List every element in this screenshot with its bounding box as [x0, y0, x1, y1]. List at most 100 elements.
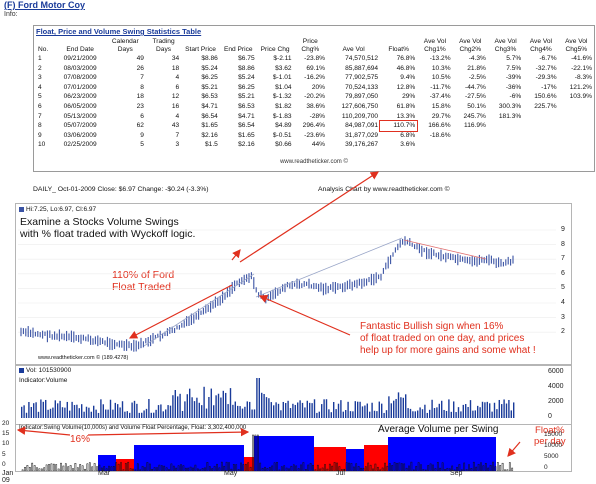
col-header-ave-vol-chg5: Ave Vol Chg5% [565, 38, 588, 53]
price-watermark: www.readtheticker.com © (189.4278) [38, 355, 128, 361]
float-pct-bar [348, 462, 350, 471]
float-pct-bar [223, 465, 226, 471]
volume-bar [364, 405, 366, 418]
float-pct-bar [482, 465, 485, 471]
price-legend-swatch-icon [19, 206, 24, 212]
table-cell: 103.9% [569, 93, 592, 101]
float-pct-bar [456, 467, 458, 471]
volume-bar [165, 409, 167, 418]
swing-indicator-label: Indicator:Swing Volume(10,000s) and Volu… [19, 425, 247, 431]
volume-chart-panel[interactable]: Vol: 101530900 Indicator:Volume 6000 4000… [15, 365, 572, 425]
table-cell: 44% [311, 141, 326, 149]
volume-bar [292, 403, 294, 418]
volume-bar-chart [21, 378, 515, 418]
float-pct-bar [273, 462, 276, 471]
table-cell: $8.86 [238, 64, 255, 72]
table-cell: $5.21 [238, 93, 255, 101]
float-pct-bar [237, 469, 240, 471]
table-cell: 150.6% [534, 93, 557, 101]
volume-bar [167, 405, 169, 418]
float-pct-bar [506, 469, 509, 471]
float-pct-bar [496, 462, 499, 471]
volume-bar [186, 394, 188, 418]
volume-bar [385, 410, 388, 418]
float-pct-bar [88, 462, 91, 471]
table-cell: 4 [175, 112, 180, 120]
float-pct-bar [132, 468, 134, 471]
volume-bar [299, 400, 301, 418]
volume-bar [510, 410, 512, 418]
table-cell: 05/07/2009 [63, 122, 97, 130]
volume-bar [429, 409, 431, 418]
volume-bar [213, 405, 215, 418]
table-cell: -11.7% [430, 83, 451, 91]
float-pct-bar [64, 463, 67, 471]
swing-right-tick-label: 5000 [544, 453, 559, 460]
volume-bar [61, 407, 64, 418]
volume-indicator-label: Indicator:Volume [19, 377, 68, 384]
float-pct-bar [98, 464, 101, 471]
float-pct-bar [463, 462, 466, 471]
volume-bar [289, 408, 292, 418]
volume-bar [301, 402, 304, 418]
volume-bar [484, 402, 486, 418]
volume-tick-label: 0 [548, 413, 552, 420]
volume-bar [114, 402, 116, 418]
float-pct-bar [204, 467, 206, 471]
table-cell: 3 [175, 141, 180, 149]
table-row: 10 02/25/2009 5 3 $1.5 $2.16 $0.66 44% 39,176,26… [36, 140, 594, 150]
ticker-title-link[interactable]: (F) Ford Motor Coy [4, 0, 85, 10]
float-pct-bar [300, 464, 302, 471]
table-cell: 23 [136, 102, 144, 110]
float-pct-bar [417, 462, 420, 471]
volume-legend-text: Vol: 101530900 [26, 367, 72, 374]
volume-bar [201, 405, 203, 418]
table-cell: -18.6% [429, 131, 451, 139]
float-pct-bar [21, 469, 24, 471]
float-pct-bar [62, 465, 65, 471]
swing-volume-panel[interactable]: Indicator:Swing Volume(10,000s) and Volu… [2, 420, 572, 472]
table-cell: 07/08/2009 [63, 74, 97, 82]
volume-bar [381, 403, 383, 418]
copyright-icon: © [444, 186, 450, 193]
table-cell: 62 [136, 122, 144, 130]
table-cell: $-2.11 [273, 55, 292, 62]
volume-bar [275, 402, 277, 418]
table-cell: 70,524,133 [345, 83, 379, 91]
price-chart-panel[interactable]: Hi:7.25, Lo:6.97, Cl:6.97 Examine a Stoc… [15, 203, 572, 365]
table-cell: $6.53 [238, 102, 255, 110]
volume-bar [433, 408, 436, 418]
col-header-start-price: Start Price [185, 46, 216, 53]
float-pct-bar [484, 463, 487, 471]
volume-bar [431, 399, 433, 418]
table-cell: 8 [38, 122, 42, 130]
table-cell: 6 [175, 83, 180, 91]
table-cell: -29.3% [535, 74, 557, 82]
volume-legend-swatch-icon [19, 367, 24, 373]
volume-bar [57, 403, 59, 418]
volume-bar [395, 398, 397, 418]
table-row: 1 09/21/2009 49 34 $8.86 $6.75 $-2.11 -23.8% 74,… [36, 54, 594, 64]
volume-bar [421, 409, 424, 418]
float-pct-bar [384, 462, 386, 471]
float-pct-bar [117, 463, 120, 471]
table-cell: -41.6% [571, 55, 592, 62]
float-pct-bar [477, 463, 480, 471]
float-pct-bar [297, 468, 300, 471]
float-pct-bar [60, 462, 62, 471]
table-cell: 20% [311, 83, 326, 91]
volume-bar [277, 403, 280, 418]
col-header-end-date: End Date [66, 46, 94, 53]
float-pct-bar [261, 467, 264, 471]
float-pct-bar [115, 462, 118, 471]
float-pct-bar [434, 468, 437, 471]
table-cell: 79,897,050 [345, 93, 379, 101]
table-cell [523, 121, 558, 131]
volume-bar [129, 412, 131, 418]
volume-bar [474, 410, 476, 418]
table-cell: $6.75 [238, 55, 255, 62]
float-pct-bar [151, 468, 154, 471]
float-pct-bar [439, 467, 442, 471]
volume-bar [174, 390, 176, 418]
float-pct-bar [172, 465, 175, 471]
